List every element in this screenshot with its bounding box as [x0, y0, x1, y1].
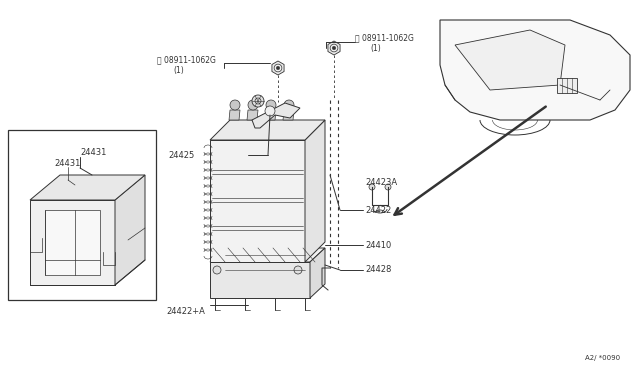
Polygon shape — [265, 110, 276, 120]
Text: 24428: 24428 — [365, 266, 392, 275]
Text: Ⓝ 08911-1062G: Ⓝ 08911-1062G — [157, 55, 216, 64]
Polygon shape — [115, 175, 145, 285]
Circle shape — [230, 100, 240, 110]
Text: 24431: 24431 — [55, 158, 81, 167]
Polygon shape — [440, 20, 630, 120]
Circle shape — [248, 100, 258, 110]
Text: Ⓝ 08911-1062G: Ⓝ 08911-1062G — [355, 33, 414, 42]
Text: 24422: 24422 — [365, 205, 391, 215]
Circle shape — [294, 266, 302, 274]
Circle shape — [369, 184, 375, 190]
Polygon shape — [283, 110, 294, 120]
Polygon shape — [30, 175, 145, 200]
Circle shape — [274, 64, 282, 72]
Polygon shape — [455, 30, 565, 90]
Text: 24423A: 24423A — [365, 177, 397, 186]
Polygon shape — [210, 140, 305, 262]
Polygon shape — [210, 262, 310, 298]
Polygon shape — [210, 120, 325, 140]
Text: 24425: 24425 — [169, 151, 195, 160]
Circle shape — [265, 106, 275, 116]
Polygon shape — [305, 120, 325, 262]
Polygon shape — [210, 248, 325, 262]
Polygon shape — [247, 110, 258, 120]
Text: 24422+A: 24422+A — [166, 308, 205, 317]
Circle shape — [294, 250, 302, 258]
Text: A2/ *0090: A2/ *0090 — [585, 355, 620, 361]
Circle shape — [385, 184, 391, 190]
Polygon shape — [272, 61, 284, 75]
Text: 24410: 24410 — [365, 241, 391, 250]
Polygon shape — [328, 41, 340, 55]
Polygon shape — [229, 110, 240, 120]
Circle shape — [276, 66, 280, 70]
Circle shape — [266, 100, 276, 110]
Text: 24431: 24431 — [80, 148, 106, 157]
Text: (1): (1) — [370, 44, 381, 52]
Circle shape — [284, 100, 294, 110]
Circle shape — [213, 266, 221, 274]
Circle shape — [214, 250, 222, 258]
Polygon shape — [45, 210, 100, 275]
Text: (1): (1) — [173, 65, 184, 74]
Polygon shape — [30, 200, 115, 285]
Polygon shape — [252, 103, 300, 128]
Circle shape — [332, 46, 336, 50]
Bar — [557, 78, 577, 93]
Bar — [8, 130, 156, 300]
Circle shape — [330, 44, 338, 52]
Circle shape — [252, 95, 264, 107]
Polygon shape — [310, 248, 325, 298]
